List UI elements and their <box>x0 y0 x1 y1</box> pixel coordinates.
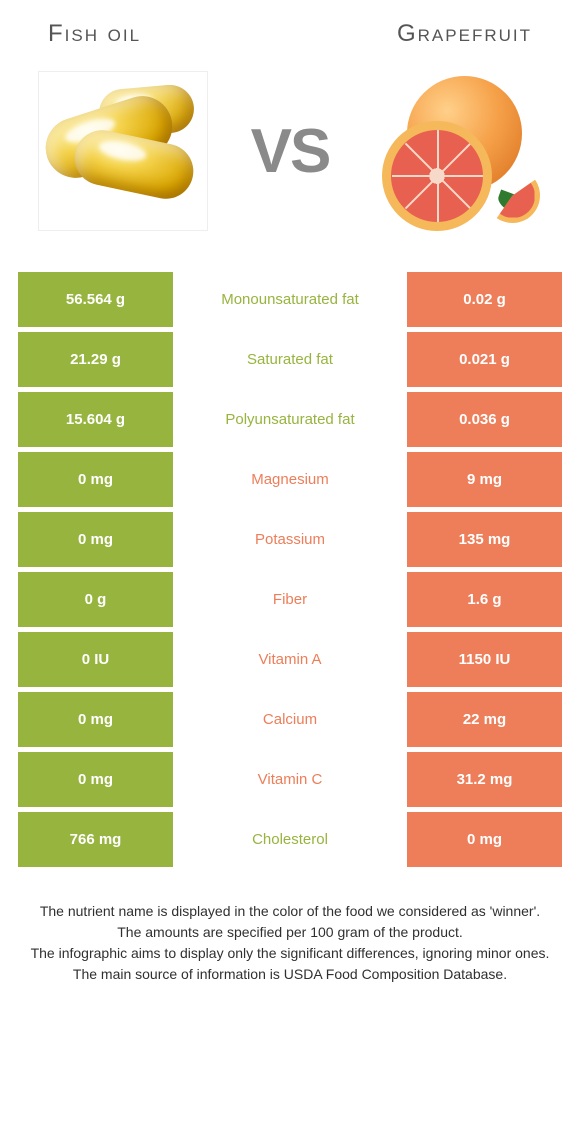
left-value-cell: 0 mg <box>18 452 173 507</box>
left-value-cell: 0 mg <box>18 512 173 567</box>
nutrient-label: Polyunsaturated fat <box>173 392 407 447</box>
table-row: 56.564 gMonounsaturated fat0.02 g <box>18 272 562 327</box>
right-value-cell: 9 mg <box>407 452 562 507</box>
vs-label: VS <box>251 116 330 187</box>
nutrient-label: Cholesterol <box>173 812 407 867</box>
right-value-cell: 22 mg <box>407 692 562 747</box>
nutrient-label: Vitamin C <box>173 752 407 807</box>
fish-oil-icon <box>38 71 208 231</box>
right-value-cell: 0.02 g <box>407 272 562 327</box>
left-value-cell: 0 IU <box>18 632 173 687</box>
footnote-line: The nutrient name is displayed in the co… <box>30 901 550 922</box>
table-row: 0 gFiber1.6 g <box>18 572 562 627</box>
left-value-cell: 766 mg <box>18 812 173 867</box>
left-value-cell: 21.29 g <box>18 332 173 387</box>
nutrient-label: Calcium <box>173 692 407 747</box>
left-value-cell: 15.604 g <box>18 392 173 447</box>
left-value-cell: 56.564 g <box>18 272 173 327</box>
table-row: 0 mgVitamin C31.2 mg <box>18 752 562 807</box>
right-value-cell: 31.2 mg <box>407 752 562 807</box>
left-value-cell: 0 mg <box>18 752 173 807</box>
left-food-image <box>38 66 208 236</box>
nutrient-label: Vitamin A <box>173 632 407 687</box>
nutrient-label: Fiber <box>173 572 407 627</box>
nutrient-label: Saturated fat <box>173 332 407 387</box>
nutrient-label: Potassium <box>173 512 407 567</box>
right-value-cell: 0 mg <box>407 812 562 867</box>
comparison-table: 56.564 gMonounsaturated fat0.02 g21.29 g… <box>18 272 562 867</box>
left-value-cell: 0 mg <box>18 692 173 747</box>
footnote-line: The main source of information is USDA F… <box>30 964 550 985</box>
left-value-cell: 0 g <box>18 572 173 627</box>
right-value-cell: 0.036 g <box>407 392 562 447</box>
header-row: Fish oil Grapefruit <box>18 20 562 48</box>
grapefruit-icon <box>372 71 542 231</box>
right-value-cell: 1150 IU <box>407 632 562 687</box>
footnote-line: The infographic aims to display only the… <box>30 943 550 964</box>
nutrient-label: Monounsaturated fat <box>173 272 407 327</box>
images-row: VS <box>18 66 562 236</box>
table-row: 0 mgCalcium22 mg <box>18 692 562 747</box>
infographic-container: Fish oil Grapefruit VS 56.564 gMonoun <box>0 0 580 985</box>
right-food-title: Grapefruit <box>397 20 532 48</box>
right-value-cell: 0.021 g <box>407 332 562 387</box>
table-row: 15.604 gPolyunsaturated fat0.036 g <box>18 392 562 447</box>
table-row: 0 mgPotassium135 mg <box>18 512 562 567</box>
table-row: 0 IUVitamin A1150 IU <box>18 632 562 687</box>
footnote-line: The amounts are specified per 100 gram o… <box>30 922 550 943</box>
table-row: 21.29 gSaturated fat0.021 g <box>18 332 562 387</box>
footnotes: The nutrient name is displayed in the co… <box>18 901 562 985</box>
left-food-title: Fish oil <box>48 20 141 48</box>
table-row: 0 mgMagnesium9 mg <box>18 452 562 507</box>
nutrient-label: Magnesium <box>173 452 407 507</box>
table-row: 766 mgCholesterol0 mg <box>18 812 562 867</box>
right-food-image <box>372 66 542 236</box>
right-value-cell: 135 mg <box>407 512 562 567</box>
right-value-cell: 1.6 g <box>407 572 562 627</box>
